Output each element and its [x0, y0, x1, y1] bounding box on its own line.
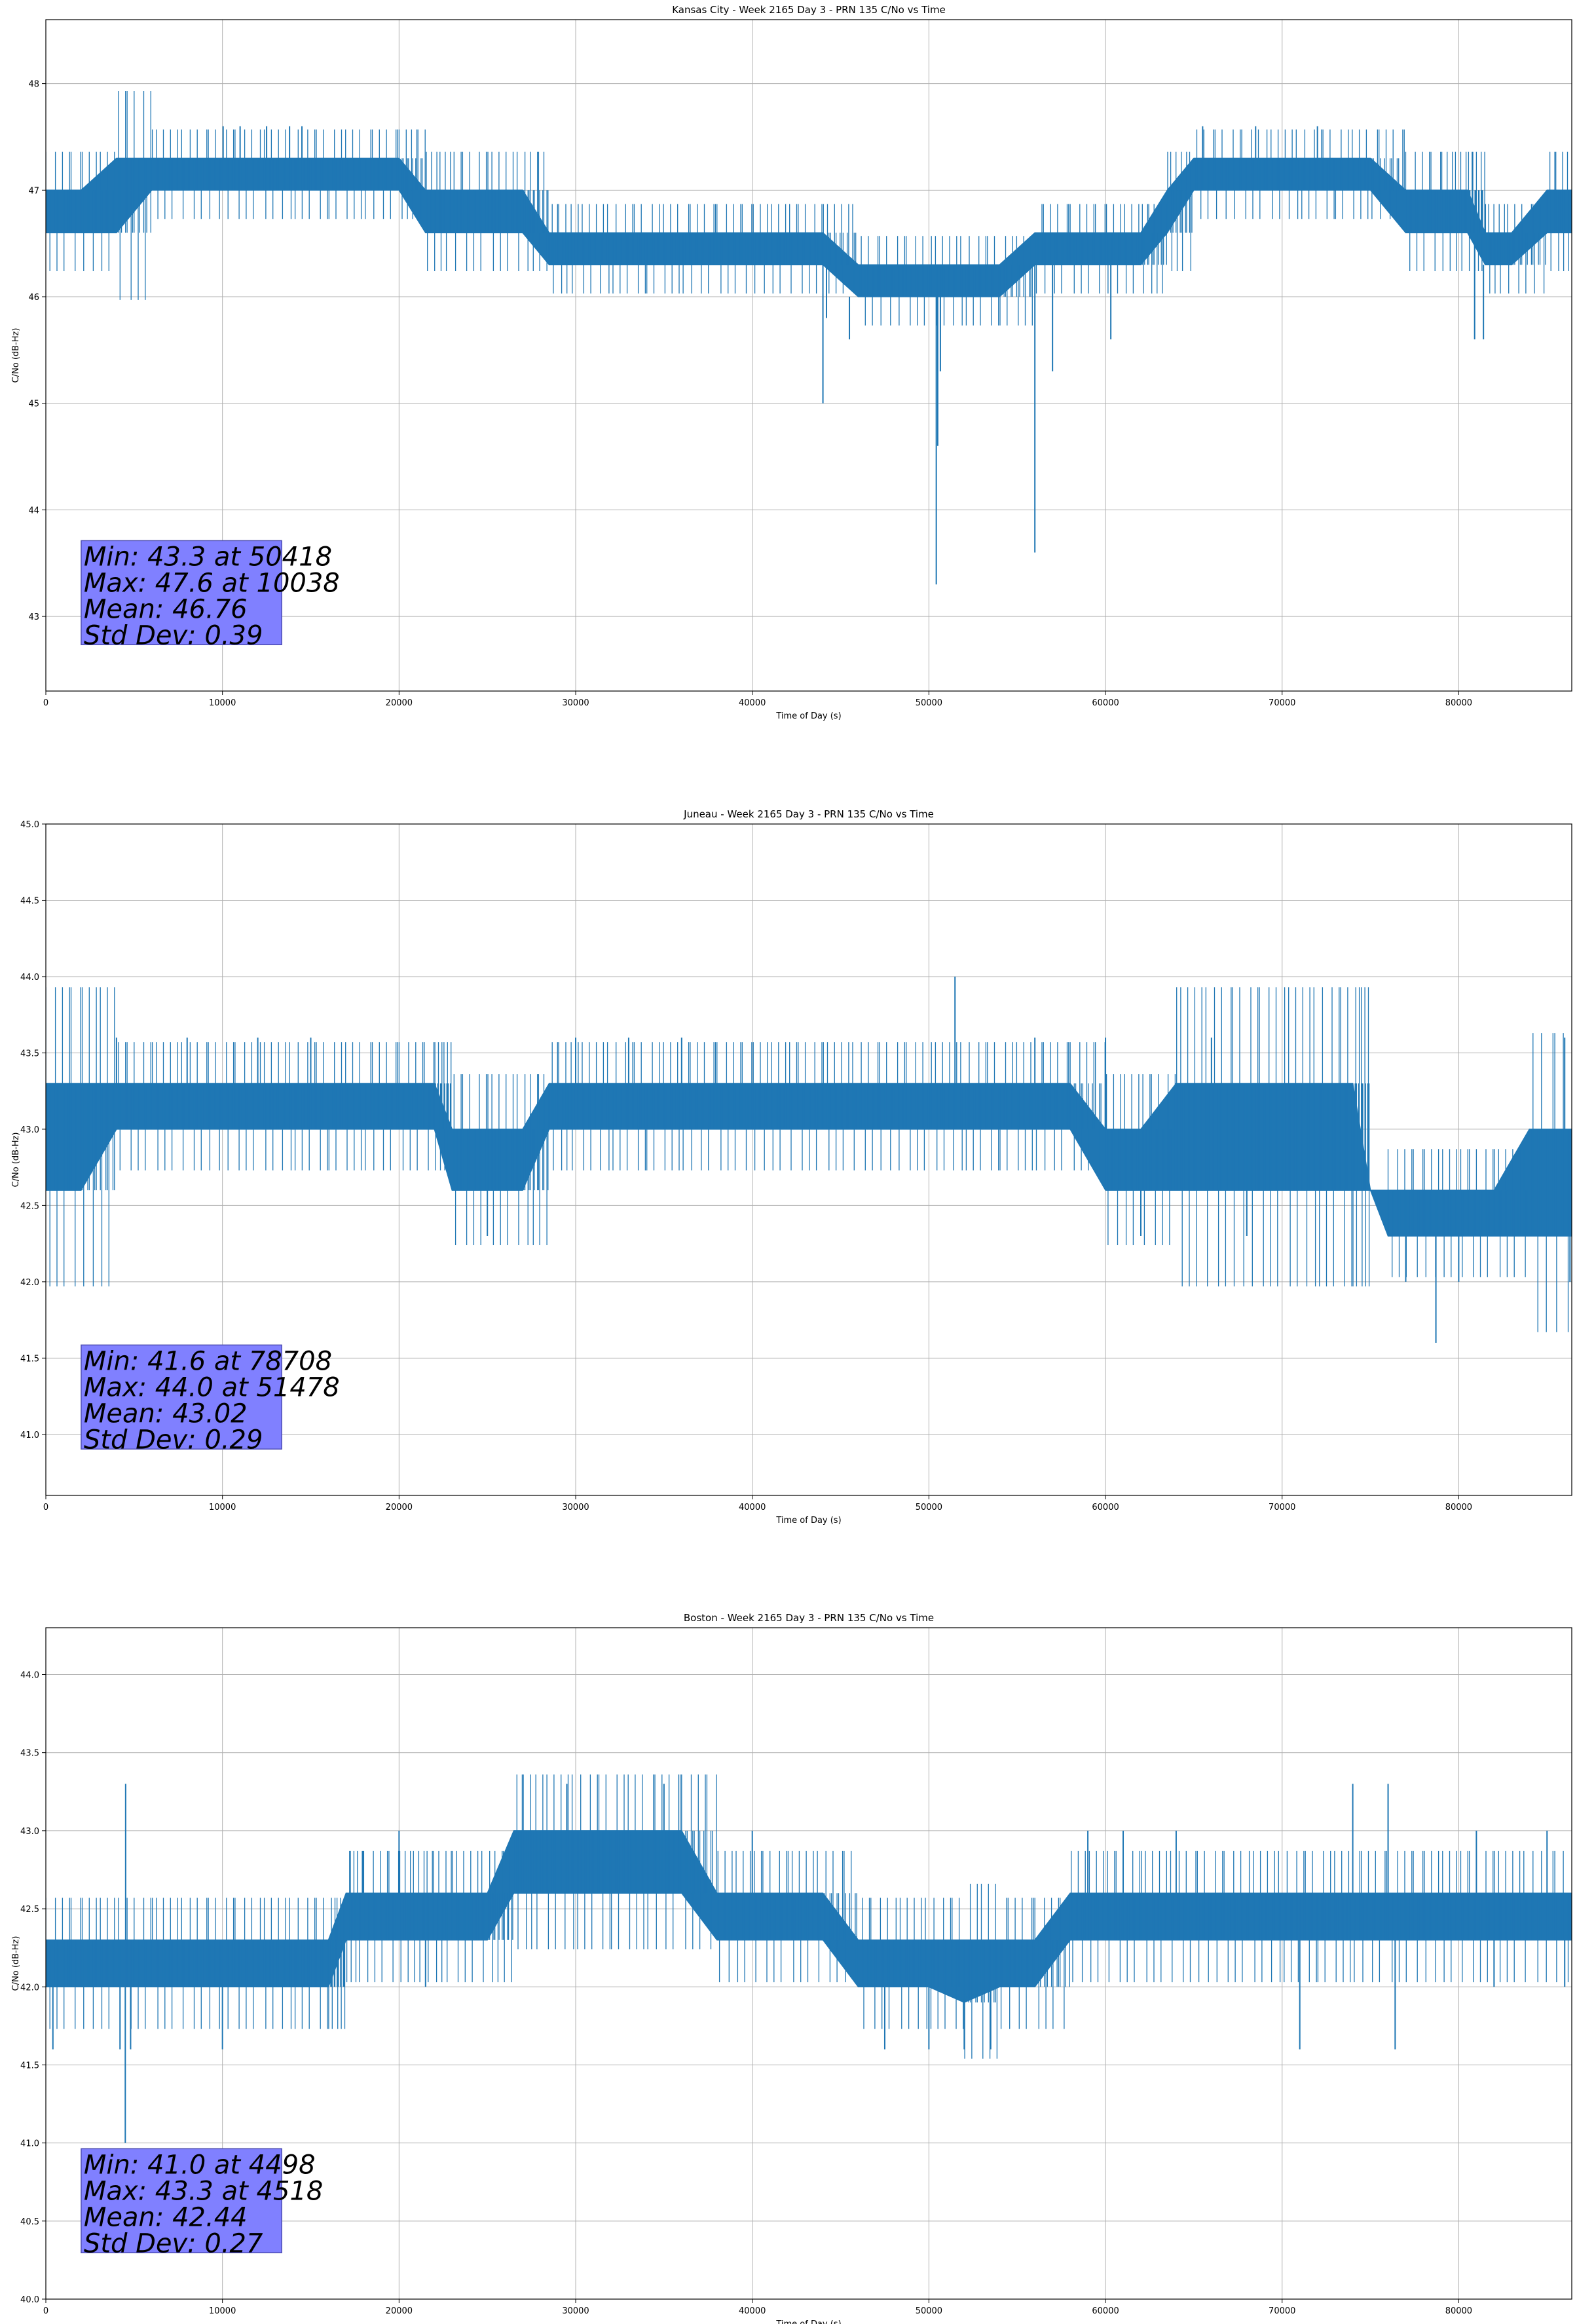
x-tick-label: 80000: [1445, 698, 1472, 708]
y-tick-label: 41.5: [20, 2061, 39, 2071]
x-tick-label: 40000: [739, 698, 766, 708]
x-axis-label: Time of Day (s): [775, 1516, 841, 1526]
x-tick-label: 50000: [916, 1503, 942, 1512]
y-axis-label: C/No (dB-Hz): [11, 328, 21, 383]
stats-line: Std Dev: 0.39: [84, 620, 263, 650]
x-tick-label: 40000: [739, 2306, 766, 2316]
x-tick-label: 60000: [1092, 698, 1119, 708]
x-axis-label: Time of Day (s): [775, 2319, 841, 2324]
stats-line: Max: 44.0 at 51478: [84, 1372, 340, 1402]
y-axis-label: C/No (dB-Hz): [11, 1936, 21, 1991]
y-tick-label: 43: [28, 612, 39, 622]
x-tick-label: 40000: [739, 1503, 766, 1512]
stats-box: [81, 1344, 282, 1450]
series-noise: [46, 91, 1572, 326]
x-tick-label: 70000: [1269, 2306, 1295, 2316]
stats-line: Mean: 43.02: [84, 1398, 248, 1429]
series-noise: [46, 987, 1570, 1332]
x-tick-label: 30000: [562, 1503, 589, 1512]
y-tick-label: 45: [28, 400, 39, 409]
stats-box: [81, 2148, 282, 2253]
x-tick-label: 50000: [916, 2306, 942, 2316]
x-axis-label: Time of Day (s): [775, 711, 841, 721]
y-tick-label: 45.0: [20, 820, 39, 830]
y-tick-label: 42.0: [20, 1983, 39, 1993]
chart-panel-1: 0 10000 20000 30000 40000 50000 60000 70000 8000…: [11, 4, 1572, 721]
axes-frame: [45, 1627, 1572, 2300]
y-tick-label: 43.0: [20, 1125, 39, 1135]
x-tick-label: 30000: [562, 2306, 589, 2316]
x-tick-label: 20000: [386, 698, 413, 708]
y-tick-label: 41.5: [20, 1354, 39, 1364]
y-tick-label: 40.0: [20, 2295, 39, 2305]
y-axis-label: C/No (dB-Hz): [11, 1133, 21, 1188]
y-tick-label: 44: [28, 506, 39, 515]
chart-title: Boston - Week 2165 Day 3 - PRN 135 C/No …: [684, 1612, 934, 1624]
series-band: [46, 1083, 1572, 1237]
x-tick-label: 0: [43, 1503, 48, 1512]
series-trace: [46, 976, 1572, 1343]
y-tick-label: 44.0: [20, 973, 39, 983]
y-tick-label: 42.0: [20, 1278, 39, 1288]
y-tick-label: 44.0: [20, 1671, 39, 1681]
y-tick-label: 43.0: [20, 1827, 39, 1837]
x-tick-label: 80000: [1445, 1503, 1472, 1512]
x-tick-label: 0: [43, 2306, 48, 2316]
y-tick-label: 44.5: [20, 896, 39, 906]
stats-line: Mean: 42.44: [84, 2202, 248, 2232]
stats-line: Std Dev: 0.27: [84, 2228, 263, 2258]
x-tick-label: 70000: [1269, 1503, 1295, 1512]
stats-line: Max: 43.3 at 4518: [84, 2176, 323, 2206]
y-tick-label: 46: [28, 293, 39, 303]
stats-line: Min: 41.0 at 4498: [84, 2150, 316, 2180]
chart-title: Juneau - Week 2165 Day 3 - PRN 135 C/No …: [683, 808, 934, 820]
x-tick-label: 0: [43, 698, 48, 708]
axes-frame: [45, 823, 1572, 1496]
series-trace: [46, 1774, 1572, 2143]
x-tick-label: 10000: [209, 1503, 236, 1512]
x-tick-label: 30000: [562, 698, 589, 708]
y-tick-label: 42.5: [20, 1905, 39, 1915]
series-band: [46, 1830, 1572, 2003]
x-tick-label: 80000: [1445, 2306, 1472, 2316]
chart-panel-2: 0 10000 20000 30000 40000 50000 60000 70000 8000…: [11, 808, 1572, 1526]
x-tick-label: 20000: [386, 2306, 413, 2316]
y-tick-label: 47: [28, 186, 39, 196]
y-tick-label: 43.5: [20, 1749, 39, 1759]
y-tick-label: 48: [28, 80, 39, 90]
x-tick-label: 10000: [209, 698, 236, 708]
y-tick-label: 43.5: [20, 1049, 39, 1059]
y-tick-label: 40.5: [20, 2217, 39, 2227]
x-tick-label: 50000: [916, 698, 942, 708]
y-tick-label: 41.0: [20, 1431, 39, 1440]
chart-title: Kansas City - Week 2165 Day 3 - PRN 135 …: [672, 4, 946, 16]
axes-frame: [45, 19, 1572, 692]
x-tick-label: 60000: [1092, 1503, 1119, 1512]
stats-line: Std Dev: 0.29: [84, 1425, 263, 1455]
series-trace: [46, 91, 1572, 585]
stats-line: Min: 41.6 at 78708: [84, 1346, 332, 1376]
stats-line: Max: 47.6 at 10038: [84, 568, 340, 598]
stats-line: Min: 43.3 at 50418: [84, 542, 332, 572]
x-tick-label: 60000: [1092, 2306, 1119, 2316]
series-noise: [46, 1774, 1570, 2059]
chart-panel-3: 0 10000 20000 30000 40000 50000 60000 70000 8000…: [11, 1612, 1572, 2324]
y-tick-label: 42.5: [20, 1201, 39, 1211]
stats-box: [81, 540, 282, 645]
stats-line: Mean: 46.76: [84, 594, 248, 624]
x-tick-label: 10000: [209, 2306, 236, 2316]
x-tick-label: 70000: [1269, 698, 1295, 708]
x-tick-label: 20000: [386, 1503, 413, 1512]
y-tick-label: 41.0: [20, 2139, 39, 2149]
